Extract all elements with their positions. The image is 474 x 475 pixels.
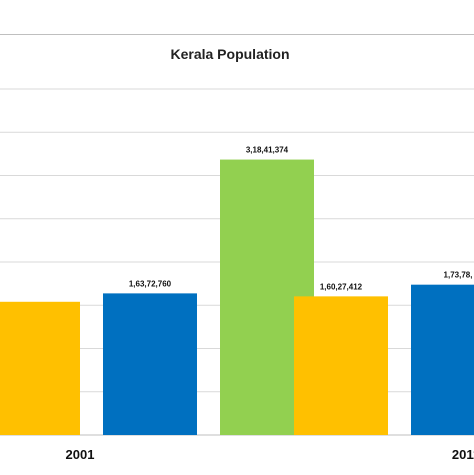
bar-2001-series-1 — [0, 301, 80, 435]
x-tick-label-2011: 2011 — [452, 447, 474, 462]
bar-2001-series-2 — [103, 293, 197, 435]
x-tick-label-2001: 2001 — [66, 447, 95, 462]
chart-frame: Kerala Population 1,63,72,760 3,18,41,374… — [0, 34, 474, 474]
chart-title: Kerala Population — [170, 46, 289, 62]
bar-chart: Kerala Population 1,63,72,760 3,18,41,374… — [0, 46, 474, 462]
bar-2011-series-1 — [294, 296, 388, 435]
bar-2011-series-2 — [411, 284, 474, 435]
data-label-2011-series-1: 1,60,27,412 — [320, 282, 363, 291]
bars — [0, 159, 474, 435]
x-tick-labels: 2001 2011 — [66, 447, 474, 462]
data-label-2001-series-3: 3,18,41,374 — [246, 146, 289, 155]
data-labels: 1,63,72,760 3,18,41,374 1,60,27,412 1,73,78… — [129, 146, 473, 292]
data-label-2001-series-2: 1,63,72,760 — [129, 279, 172, 288]
data-label-2011-series-2: 1,73,78, — [444, 271, 473, 280]
